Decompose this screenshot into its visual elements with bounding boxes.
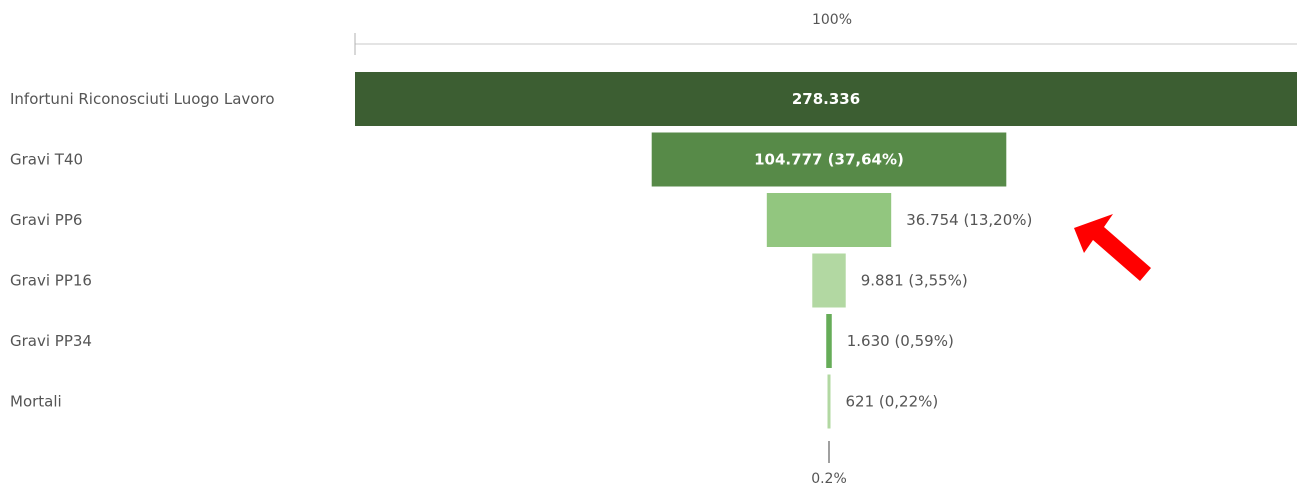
funnel-bar	[651, 132, 1007, 187]
category-labels: Infortuni Riconosciuti Luogo Lavoro Gravi…	[10, 90, 275, 411]
category-label: Gravi PP16	[10, 272, 92, 290]
bottom-axis-label: 0.2%	[811, 471, 847, 486]
top-axis-label: 100%	[812, 12, 852, 28]
category-label: Gravi PP6	[10, 211, 82, 229]
category-label: Mortali	[10, 393, 62, 411]
category-label: Gravi PP34	[10, 332, 92, 350]
funnel-bar	[826, 314, 832, 368]
value-label: 621 (0,22%)	[846, 393, 939, 411]
value-labels: 278.336 104.777 (37,64%) 36.754 (13,20%) 9.…	[754, 90, 1032, 411]
funnel-bar	[827, 374, 831, 429]
value-label: 104.777 (37,64%)	[754, 151, 904, 169]
funnel-bar	[766, 193, 892, 247]
category-label: Gravi T40	[10, 151, 83, 169]
value-label: 9.881 (3,55%)	[861, 272, 968, 290]
category-label: Infortuni Riconosciuti Luogo Lavoro	[10, 90, 275, 108]
red-arrow-annotation	[1074, 214, 1151, 281]
value-label: 36.754 (13,20%)	[906, 211, 1032, 229]
funnel-bar	[812, 253, 846, 308]
funnel-bar	[355, 72, 1297, 126]
value-label: 278.336	[792, 90, 860, 108]
value-label: 1.630 (0,59%)	[847, 332, 954, 350]
funnel-bars	[355, 72, 1297, 429]
